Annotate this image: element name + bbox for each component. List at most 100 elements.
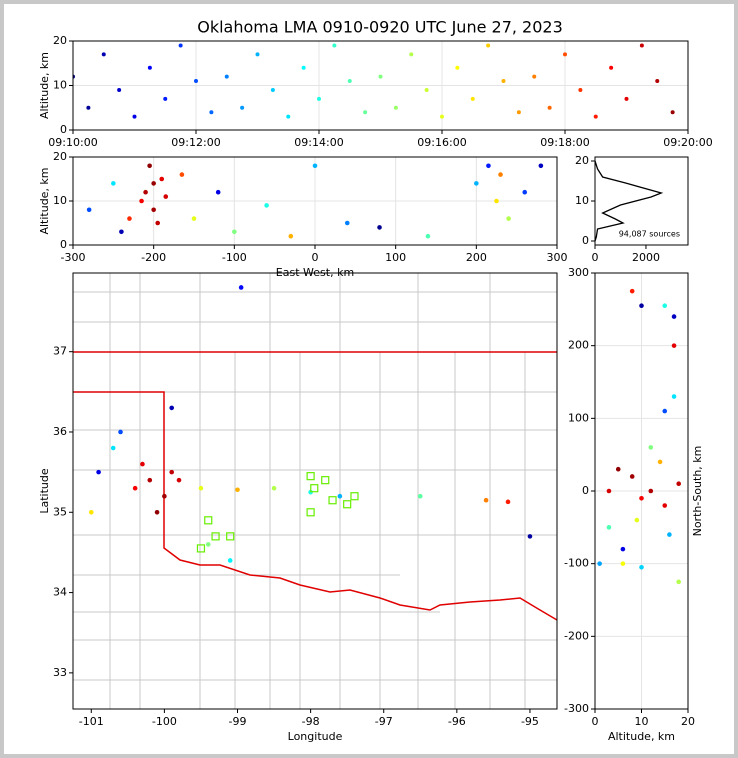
- source-point: [671, 343, 677, 348]
- source-point: [88, 509, 94, 515]
- y-tick-label: -200: [564, 629, 589, 642]
- plot-area: [595, 160, 664, 242]
- source-point: [332, 43, 337, 48]
- y-tick-label: -300: [564, 702, 589, 715]
- station: [310, 484, 319, 493]
- source-point: [547, 105, 552, 110]
- source-point: [178, 43, 183, 48]
- x-tick-label: 0: [312, 251, 319, 264]
- x-tick-label: -96: [448, 715, 466, 728]
- x-axis-label: Longitude: [288, 730, 343, 743]
- annotation: 94,087 sources: [619, 230, 680, 239]
- plot-area: [595, 273, 688, 709]
- source-point: [474, 181, 479, 186]
- x-tick-label: 100: [385, 251, 406, 264]
- source-point: [629, 474, 635, 479]
- altitude-histogram: [595, 160, 664, 242]
- source-point: [615, 466, 621, 472]
- source-point: [147, 65, 152, 70]
- y-tick-label: 200: [568, 339, 589, 352]
- source-point: [176, 477, 182, 483]
- source-point: [639, 43, 644, 48]
- source-point: [662, 303, 668, 309]
- source-point: [344, 220, 350, 226]
- source-point: [506, 216, 511, 221]
- source-point: [363, 110, 368, 115]
- source-point: [117, 87, 122, 92]
- panel: 09:10:00 09:12:00 09:14:00 09:16:00 09:18:00…: [38, 34, 713, 149]
- source-point: [224, 74, 229, 79]
- plot-area: [73, 41, 688, 130]
- station: [306, 472, 315, 481]
- source-point: [505, 499, 511, 505]
- source-point: [159, 176, 165, 182]
- source-point: [127, 216, 132, 221]
- y-tick-label: 20: [53, 150, 67, 163]
- x-tick-label: -97: [375, 715, 393, 728]
- x-tick-label: 20: [681, 715, 695, 728]
- station: [196, 544, 206, 553]
- source-point: [205, 542, 211, 547]
- source-point: [527, 534, 533, 539]
- station: [350, 492, 359, 501]
- source-point: [347, 79, 352, 84]
- source-point: [377, 225, 382, 230]
- x-tick-label: -100: [222, 251, 247, 264]
- y-axis-label: Altitude, km: [38, 52, 51, 119]
- source-point: [606, 488, 612, 494]
- panel: 0 2000 0 10 20 94,087 sources: [575, 154, 689, 264]
- source-point: [655, 79, 660, 84]
- source-point: [163, 96, 168, 101]
- y-tick-label: 10: [53, 79, 67, 92]
- source-point: [578, 87, 583, 92]
- source-point: [155, 220, 160, 226]
- y-axis-label: Altitude, km: [38, 167, 51, 234]
- source-point: [209, 110, 214, 115]
- source-point: [271, 485, 277, 491]
- source-point: [86, 207, 92, 213]
- x-tick-label: 200: [466, 251, 487, 264]
- source-point: [667, 532, 672, 537]
- source-point: [147, 163, 152, 169]
- x-axis-label: Altitude, km: [608, 730, 675, 743]
- x-tick-label: 09:10:00: [48, 136, 97, 149]
- x-tick-label: 300: [547, 251, 568, 264]
- axes-frame: [594, 272, 689, 710]
- source-point: [424, 87, 429, 92]
- y-axis-label: Latitude: [38, 468, 51, 514]
- source-point: [337, 493, 343, 499]
- source-point: [118, 429, 123, 435]
- source-point: [516, 110, 521, 115]
- source-point: [455, 65, 460, 70]
- source-point: [163, 194, 169, 199]
- y-tick-label: -100: [564, 557, 589, 570]
- plot-area: [88, 285, 533, 563]
- source-point: [378, 74, 383, 79]
- station: [306, 508, 315, 517]
- source-point: [151, 181, 156, 186]
- source-point: [317, 96, 321, 101]
- y-tick-label: 0: [60, 238, 67, 251]
- axes-frame: [72, 156, 558, 246]
- source-point: [670, 110, 675, 115]
- source-point: [119, 229, 124, 235]
- source-point: [425, 233, 431, 239]
- x-tick-label: -100: [152, 715, 177, 728]
- plot-area: [73, 157, 557, 245]
- source-point: [648, 445, 654, 450]
- source-point: [648, 488, 654, 494]
- source-point: [235, 487, 240, 493]
- source-point: [162, 493, 167, 499]
- y-tick-label: 34: [53, 586, 67, 599]
- source-point: [620, 546, 626, 552]
- source-point: [409, 52, 414, 57]
- source-point: [86, 105, 91, 110]
- source-point: [532, 74, 537, 79]
- source-point: [624, 96, 629, 101]
- source-point: [494, 198, 499, 204]
- source-point: [312, 163, 318, 169]
- source-point: [110, 445, 116, 451]
- source-point: [169, 405, 175, 411]
- source-point: [639, 565, 644, 570]
- source-point: [169, 469, 175, 475]
